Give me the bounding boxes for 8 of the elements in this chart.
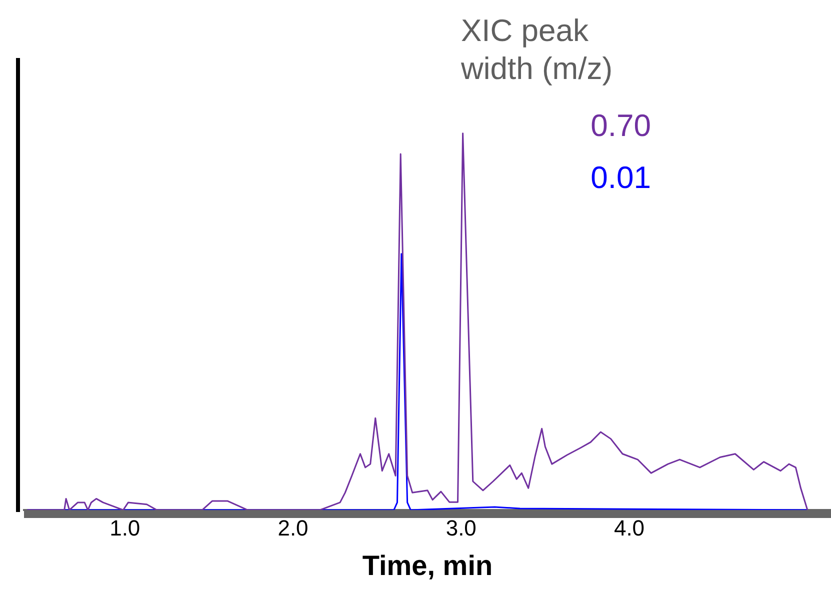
x-tick-label: 1.0	[110, 515, 140, 540]
text: 0.01	[590, 159, 651, 197]
x-axis-title: Time, min	[362, 550, 493, 581]
x-tick-label: 2.0	[278, 515, 308, 540]
text: 0.70	[590, 107, 651, 145]
legend-title: XIC peak width (m/z)	[461, 12, 614, 88]
x-tick-label: 4.0	[614, 515, 645, 540]
x-tick-label: 3.0	[446, 515, 476, 540]
